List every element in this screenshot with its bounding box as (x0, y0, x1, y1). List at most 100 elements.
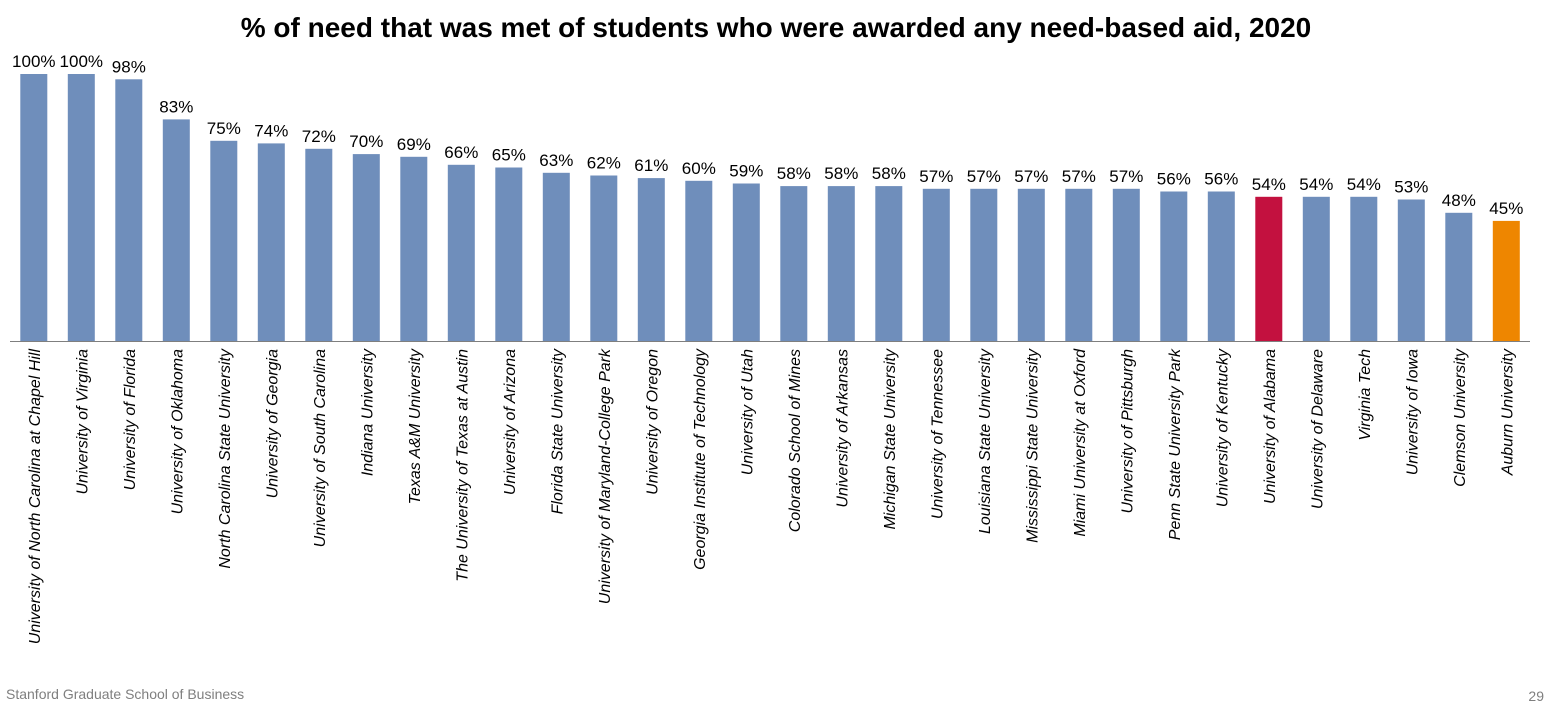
bar-value-label: 70% (349, 132, 383, 151)
bar (1302, 196, 1330, 341)
bar-value-label: 59% (729, 162, 763, 181)
category-label: University of South Carolina (312, 349, 329, 547)
bar (590, 175, 618, 341)
bar (1160, 191, 1188, 341)
bar (637, 178, 665, 341)
bar (827, 186, 855, 341)
bar (685, 180, 713, 341)
bar-value-label: 56% (1157, 170, 1191, 189)
bar-value-label: 75% (207, 119, 241, 138)
category-label: The University of Texas at Austin (454, 349, 471, 582)
bar-value-label: 62% (587, 154, 621, 173)
bar (20, 74, 48, 341)
category-label: Indiana University (359, 348, 376, 476)
bar-value-label: 72% (302, 127, 336, 146)
bar (305, 148, 333, 341)
bar (1492, 220, 1520, 341)
category-label: University of Alabama (1262, 349, 1279, 504)
bar-value-label: 57% (1109, 167, 1143, 186)
bar (1255, 196, 1283, 341)
bar-value-label: 83% (159, 97, 193, 116)
bar (780, 186, 808, 341)
category-label: University of Kentucky (1214, 348, 1231, 507)
bars-layer (20, 74, 1520, 342)
category-label: Miami University at Oxford (1072, 348, 1089, 537)
category-label: University of Georgia (264, 349, 281, 498)
category-label: University of Florida (122, 349, 139, 490)
bar-value-label: 100% (60, 52, 103, 71)
category-label: University of Oklahoma (169, 349, 186, 514)
bar (400, 156, 428, 341)
category-label: University of Tennessee (929, 349, 946, 519)
category-label: University of Oregon (644, 349, 661, 495)
category-label: University of Virginia (74, 349, 91, 495)
bar (210, 140, 238, 342)
bar-value-label: 54% (1347, 175, 1381, 194)
bar-value-label: 56% (1204, 170, 1238, 189)
bar-value-label: 58% (872, 164, 906, 183)
bar (162, 119, 190, 342)
category-label: Penn State University Park (1167, 348, 1184, 540)
bar (257, 143, 285, 341)
bar (970, 188, 998, 341)
category-label: Mississippi State University (1024, 348, 1041, 543)
bar (1397, 199, 1425, 341)
bar-value-label: 66% (444, 143, 478, 162)
bar-value-label: 65% (492, 146, 526, 165)
bar (447, 164, 475, 341)
bar-value-label: 54% (1252, 175, 1286, 194)
bar (542, 172, 570, 341)
bar (1112, 188, 1140, 341)
bar-value-label: 45% (1489, 199, 1523, 218)
bar-value-label: 57% (1062, 167, 1096, 186)
bar (732, 183, 760, 341)
bar (115, 79, 143, 342)
bar-value-label: 57% (967, 167, 1001, 186)
bar (495, 167, 523, 341)
bar-value-label: 100% (12, 52, 55, 71)
category-label: University of Iowa (1404, 349, 1421, 475)
bar (1207, 191, 1235, 341)
bar (875, 186, 903, 341)
bar-value-label: 48% (1442, 191, 1476, 210)
category-label: Michigan State University (882, 348, 899, 530)
bar-value-label: 58% (777, 164, 811, 183)
bar-value-label: 98% (112, 57, 146, 76)
value-labels-layer: 100% 100% 98% 83% 75% 74% 72% 70% 69% 66% 65% 63% 62… (12, 52, 1523, 218)
bar (352, 154, 380, 341)
page-number: 29 (1528, 688, 1544, 704)
category-label: University of Delaware (1309, 349, 1326, 509)
footer-source: Stanford Graduate School of Business (6, 686, 245, 702)
chart-title: % of need that was met of students who w… (240, 12, 1312, 43)
category-label: Clemson University (1452, 348, 1469, 487)
bar-value-label: 58% (824, 164, 858, 183)
category-label: Texas A&M University (407, 348, 424, 504)
category-label: University of Maryland-College Park (597, 348, 614, 604)
bar (1017, 188, 1045, 341)
category-label: Virginia Tech (1357, 349, 1374, 441)
bar (922, 188, 950, 341)
category-labels-layer: University of North Carolina at Chapel H… (27, 348, 1517, 644)
category-label: Colorado School of Mines (787, 349, 804, 532)
bar (1445, 212, 1473, 341)
bar-value-label: 57% (1014, 167, 1048, 186)
category-label: University of Utah (739, 349, 756, 475)
bar-value-label: 61% (634, 156, 668, 175)
category-label: University of Pittsburgh (1119, 349, 1136, 514)
category-label: University of Arizona (502, 349, 519, 495)
bar-value-label: 54% (1299, 175, 1333, 194)
category-label: Florida State University (549, 348, 566, 514)
bar-value-label: 57% (919, 167, 953, 186)
bar-value-label: 60% (682, 159, 716, 178)
bar (1065, 188, 1093, 341)
bar (67, 74, 95, 341)
category-label: Georgia Institute of Technology (692, 348, 709, 570)
category-label: Louisiana State University (977, 348, 994, 534)
category-label: University of North Carolina at Chapel H… (27, 349, 44, 645)
bar (1350, 196, 1378, 341)
bar-value-label: 53% (1394, 178, 1428, 197)
bar-value-label: 74% (254, 121, 288, 140)
bar-value-label: 63% (539, 151, 573, 170)
category-label: University of Arkansas (834, 349, 851, 508)
